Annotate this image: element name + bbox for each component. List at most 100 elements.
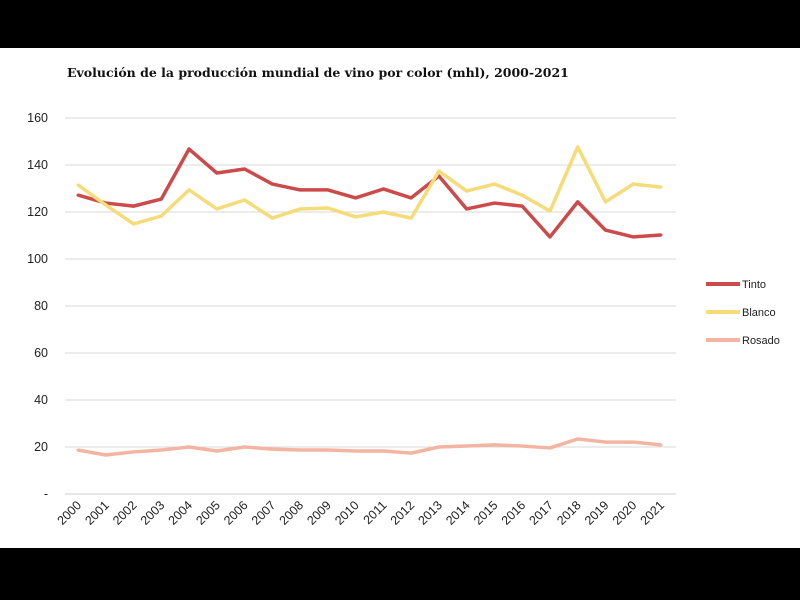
- data-point-blanco: [243, 198, 247, 202]
- data-point-blanco: [76, 183, 80, 187]
- data-point-tinto: [520, 204, 524, 208]
- data-point-blanco: [520, 193, 524, 197]
- data-point-tinto: [409, 196, 413, 200]
- data-point-blanco: [631, 182, 635, 186]
- x-tick-label: 2005: [193, 498, 223, 528]
- data-point-rosado: [159, 448, 163, 452]
- data-point-rosado: [659, 443, 663, 447]
- data-point-blanco: [603, 200, 607, 204]
- data-point-blanco: [659, 185, 663, 189]
- x-tick-label: 2000: [55, 498, 85, 528]
- y-tick-label: 160: [27, 111, 48, 125]
- data-point-blanco: [465, 189, 469, 193]
- series-line-blanco: [76, 145, 662, 226]
- x-tick-label: 2021: [638, 498, 668, 528]
- y-tick-label: 20: [34, 440, 48, 454]
- data-point-tinto: [215, 171, 219, 175]
- data-point-blanco: [576, 145, 580, 149]
- data-point-tinto: [243, 167, 247, 171]
- legend-label-tinto: Tinto: [742, 279, 766, 291]
- data-point-blanco: [270, 216, 274, 220]
- series-line-tinto: [77, 147, 662, 239]
- y-tick-label: 100: [27, 252, 48, 266]
- data-point-tinto: [187, 147, 191, 151]
- y-tick-label: 120: [27, 205, 48, 219]
- data-point-rosado: [132, 450, 136, 454]
- data-point-rosado: [298, 448, 302, 452]
- x-tick-label: 2001: [82, 498, 112, 528]
- data-point-blanco: [354, 215, 358, 219]
- x-tick-label: 2011: [361, 498, 390, 527]
- data-point-rosado: [326, 448, 330, 452]
- y-tick-label: -: [44, 487, 48, 501]
- data-point-rosado: [354, 449, 358, 453]
- x-tick-label: 2010: [332, 498, 362, 528]
- data-point-rosado: [381, 449, 385, 453]
- data-point-rosado: [520, 444, 524, 448]
- data-point-rosado: [437, 445, 441, 449]
- x-tick-label: 2014: [443, 498, 473, 528]
- x-tick-label: 2019: [582, 498, 612, 528]
- data-point-rosado: [187, 445, 191, 449]
- data-point-tinto: [132, 204, 136, 208]
- data-point-tinto: [270, 182, 274, 186]
- x-tick-label: 2008: [277, 498, 307, 528]
- data-point-tinto: [354, 196, 358, 200]
- data-point-blanco: [187, 188, 191, 192]
- data-point-rosado: [243, 445, 247, 449]
- x-tick-label: 2017: [527, 498, 557, 528]
- data-point-blanco: [492, 182, 496, 186]
- x-tick-label: 2003: [138, 498, 168, 528]
- data-point-blanco: [548, 209, 552, 213]
- chart-title: Evolución de la producción mundial de vi…: [67, 65, 569, 80]
- data-point-rosado: [409, 451, 413, 455]
- data-point-tinto: [603, 228, 607, 232]
- data-point-tinto: [631, 235, 635, 239]
- data-point-blanco: [104, 203, 108, 207]
- data-point-tinto: [159, 197, 163, 201]
- data-point-rosado: [492, 443, 496, 447]
- data-point-tinto: [576, 200, 580, 204]
- y-tick-label: 60: [34, 346, 48, 360]
- y-tick-label: 80: [34, 299, 48, 313]
- x-tick-label: 2007: [249, 498, 279, 528]
- legend-label-rosado: Rosado: [742, 335, 780, 347]
- data-point-blanco: [159, 214, 163, 218]
- data-point-blanco: [132, 222, 136, 226]
- x-tick-label: 2006: [221, 498, 251, 528]
- data-point-tinto: [492, 201, 496, 205]
- data-point-rosado: [631, 440, 635, 444]
- x-tick-label: 2002: [110, 498, 140, 528]
- y-tick-label: 40: [34, 393, 48, 407]
- data-point-tinto: [465, 207, 469, 211]
- x-tick-label: 2013: [415, 498, 445, 528]
- data-point-tinto: [76, 193, 80, 197]
- data-point-rosado: [576, 437, 580, 441]
- data-point-blanco: [298, 207, 302, 211]
- data-point-blanco: [409, 216, 413, 220]
- data-point-rosado: [603, 440, 607, 444]
- data-point-tinto: [659, 233, 663, 237]
- y-tick-label: 140: [27, 158, 48, 172]
- data-point-rosado: [270, 447, 274, 451]
- data-point-blanco: [326, 206, 330, 210]
- x-tick-label: 2020: [610, 498, 640, 528]
- x-tick-label: 2004: [166, 498, 196, 528]
- data-point-tinto: [326, 188, 330, 192]
- data-point-blanco: [381, 210, 385, 214]
- legend-label-blanco: Blanco: [742, 307, 776, 319]
- x-tick-label: 2012: [388, 498, 418, 528]
- data-point-blanco: [437, 169, 441, 173]
- x-tick-label: 2016: [499, 498, 529, 528]
- data-point-rosado: [465, 444, 469, 448]
- chart-area: [0, 48, 800, 548]
- data-point-tinto: [381, 187, 385, 191]
- data-point-rosado: [215, 449, 219, 453]
- data-point-rosado: [76, 448, 80, 452]
- data-point-tinto: [298, 188, 302, 192]
- x-tick-label: 2018: [554, 498, 584, 528]
- data-point-rosado: [104, 453, 108, 457]
- x-tick-label: 2009: [304, 498, 334, 528]
- data-point-tinto: [548, 235, 552, 239]
